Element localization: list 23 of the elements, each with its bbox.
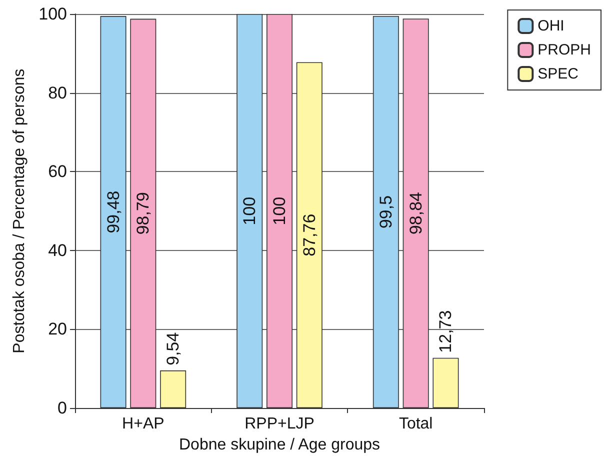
data-label: 98,84 [406, 192, 426, 235]
y-tick-label: 40 [48, 240, 67, 260]
y-tick-label: 60 [48, 162, 67, 182]
data-label: 98,79 [134, 192, 153, 235]
legend-label: OHI [538, 18, 564, 34]
data-label: 100 [270, 196, 289, 226]
data-label: 9,54 [164, 332, 183, 366]
y-tick-label: 0 [58, 398, 67, 418]
y-tick-label: 20 [48, 320, 67, 339]
legend-label: PROPH [538, 42, 591, 58]
data-label: 100 [240, 196, 260, 226]
data-label: 99,5 [376, 195, 396, 229]
y-tick-label: 100 [38, 4, 67, 24]
x-tick-label: H+AP [122, 416, 164, 432]
y-tick-label: 80 [48, 83, 67, 102]
y-axis-title: Postotak osoba / Percentage of persons [11, 68, 28, 354]
data-label: 99,48 [104, 190, 123, 234]
x-axis-title: Dobne skupine / Age groups [178, 436, 380, 454]
x-tick-label: RPP+LJP [244, 416, 314, 432]
x-tick-label: Total [398, 416, 433, 432]
data-label: 12,73 [436, 310, 456, 353]
legend-label: SPEC [538, 66, 579, 82]
data-label: 87,76 [300, 214, 319, 256]
